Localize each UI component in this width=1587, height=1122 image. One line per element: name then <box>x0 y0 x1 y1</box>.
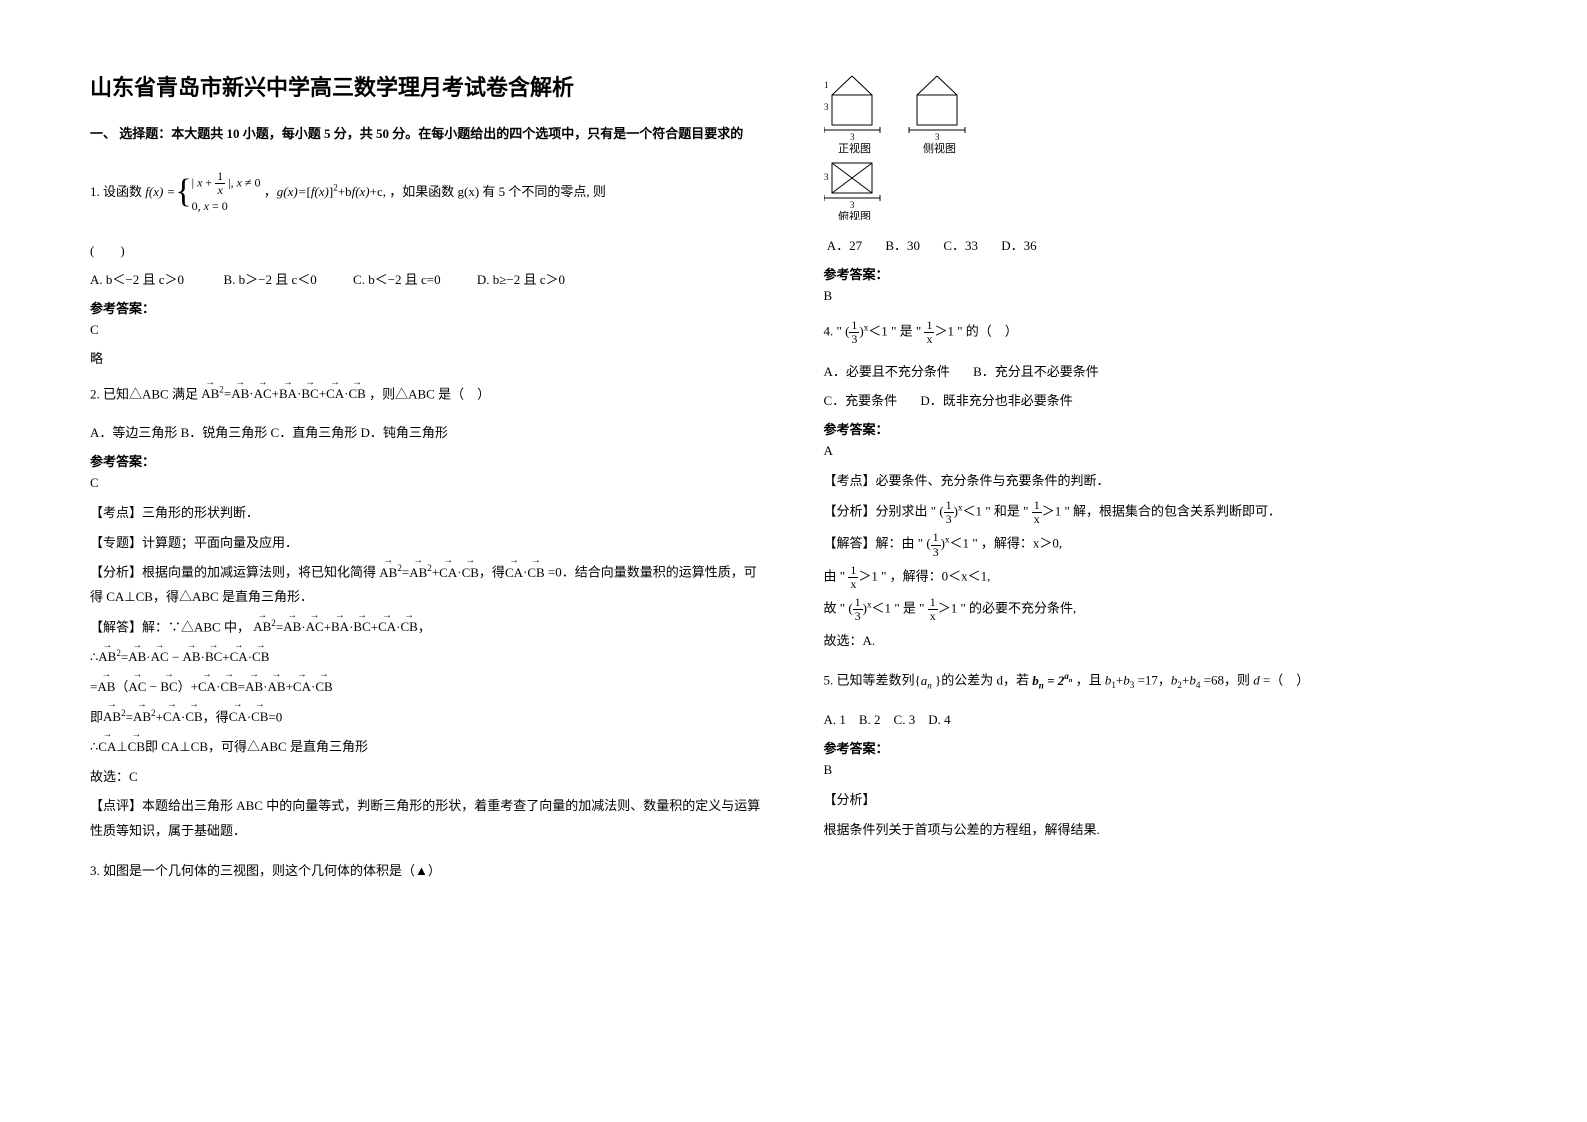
question-2: 2. 已知△ABC 满足 AB2=AB·AC+BA·BC+CA·CB ，则△AB… <box>90 382 764 407</box>
q2-tail: ，则△ABC 是（ ） <box>369 386 490 401</box>
q4-jd2a: 由 " <box>824 568 846 583</box>
q4-opt-c: C．充要条件 <box>824 393 901 408</box>
q1-note: 略 <box>90 348 764 367</box>
svg-text:3: 3 <box>824 172 829 182</box>
q2-ans-label: 参考答案： <box>90 451 764 470</box>
q1-ans: C <box>90 322 764 338</box>
question-5: 5. 已知等差数列{an }的公差为 d，若 bn = 2an ，且 b1+b3… <box>824 668 1498 694</box>
q2-stem: 2. 已知△ABC 满足 <box>90 386 198 401</box>
q1-gx: ，g(x)=[f(x)]2+bf(x)+c, <box>264 184 390 199</box>
q4-jd2: 由 " 1x＞1 " ，解得：0＜x＜1, <box>824 564 1498 591</box>
q4-opts-line1: A．必要且不充分条件 B．充分且不必要条件 <box>824 361 1498 380</box>
q3-options: A．27 B．30 C．33 D．36 <box>824 235 1498 254</box>
q4-jd3a: 故 " <box>824 601 846 616</box>
q4-jd2b: " ，解得：0＜x＜1, <box>881 568 990 583</box>
svg-text:1: 1 <box>824 80 829 90</box>
q2-jd7: 故选：C <box>90 765 764 790</box>
q4-mid: " 是 " <box>891 324 921 339</box>
q5-ans: B <box>824 762 1498 778</box>
q4-kd: 【考点】必要条件、充分条件与充要条件的判断． <box>824 469 1498 494</box>
q4-fx: 【分析】分别求出 " (13)x＜1 " 和是 " 1x＞1 " 解，根据集合的… <box>824 499 1498 526</box>
q4-fx1: 【分析】分别求出 " <box>824 504 937 519</box>
q4-ans-label: 参考答案： <box>824 419 1498 438</box>
question-4: 4. " (13)x＜1 " 是 " 1x＞1 " 的（ ） <box>824 319 1498 346</box>
q5-s5: =68，则 <box>1204 673 1254 688</box>
q2-jd5: ∴CA⊥CB即 CA⊥CB，可得△ABC 是直角三角形 <box>90 735 764 760</box>
svg-text:3: 3 <box>850 200 855 210</box>
q2-opts: A．等边三角形 B．锐角三角形 C．直角三角形 D．钝角三角形 <box>90 422 764 441</box>
three-view-figure: 3 3 1 正视图 3 侧视图 <box>824 70 1498 220</box>
q4-jd3b: " 是 " <box>894 601 924 616</box>
section-1-head: 一、 选择题：本大题共 10 小题，每小题 5 分，共 50 分。在每小题给出的… <box>90 122 764 145</box>
q2-fx: 【分析】根据向量的加减运算法则，将已知化简得 AB2=AB2+CA·CB，得CA… <box>90 560 764 610</box>
q5-s2: }的公差为 d，若 <box>935 673 1029 688</box>
q2-jd1-text: 【解答】解：∵△ABC 中， <box>90 619 250 634</box>
q4-opt-b: B．充分且不必要条件 <box>973 364 1099 379</box>
q2-expr: AB2=AB·AC+BA·BC+CA·CB <box>201 386 366 401</box>
q5-s6: =（ ） <box>1263 673 1309 688</box>
q4-opts-line2: C．充要条件 D．既非充分也非必要条件 <box>824 390 1498 409</box>
q3-opt-a: A．27 <box>827 238 862 253</box>
q1-opt-b: B. b＞−2 且 c＜0 <box>224 272 317 287</box>
q3-ans-label: 参考答案： <box>824 264 1498 283</box>
q4-jd1a: 【解答】解：由 " <box>824 536 924 551</box>
q3-opt-d: D．36 <box>1001 238 1036 253</box>
q5-s3: ，且 <box>1076 673 1105 688</box>
q5-opts: A. 1 B. 2 C. 3 D. 4 <box>824 709 1498 728</box>
q5-fx-label: 【分析】 <box>824 788 1498 813</box>
side-view-label: 侧视图 <box>923 141 956 155</box>
q1-prefix: 1. 设函数 <box>90 184 142 199</box>
question-1: 1. 设函数 f(x) = { | x + 1x |, x ≠ 0 0, x =… <box>90 160 764 225</box>
q4-fx3: " 解，根据集合的包含关系判断即可． <box>1064 504 1281 519</box>
q4-tail: " 的（ ） <box>957 324 1018 339</box>
q4-ans: A <box>824 443 1498 459</box>
q1-paren: ( ) <box>90 240 764 259</box>
question-3-stem: 3. 如图是一个几何体的三视图，则这个几何体的体积是（▲） <box>90 859 764 884</box>
q2-ans: C <box>90 475 764 491</box>
top-view-label: 俯视图 <box>838 209 871 220</box>
q1-opt-d: D. b≥−2 且 c＞0 <box>477 272 565 287</box>
q4-jd1: 【解答】解：由 " (13)x＜1 " ，解得：x＞0, <box>824 531 1498 558</box>
svg-text:3: 3 <box>850 132 855 142</box>
q4-opt-d: D．既非充分也非必要条件 <box>920 393 1072 408</box>
q5-fx-body: 根据条件列关于首项与公差的方程组，解得结果. <box>824 818 1498 843</box>
q3-ans: B <box>824 288 1498 304</box>
q3-opt-c: C．33 <box>943 238 978 253</box>
q3-opt-b: B．30 <box>885 238 920 253</box>
q4-fx2: " 和是 " <box>985 504 1028 519</box>
q2-dp: 【点评】本题给出三角形 ABC 中的向量等式，判断三角形的形状，着重考查了向量的… <box>90 794 764 843</box>
q1-fx-piecewise: f(x) = { | x + 1x |, x ≠ 0 0, x = 0 <box>145 160 260 225</box>
q2-kd: 【考点】三角形的形状判断． <box>90 501 764 526</box>
q4-prefix: 4. " <box>824 324 842 339</box>
q2-jd4: 即AB2=AB2+CA·CB，得CA·CB=0 <box>90 705 764 730</box>
q4-jd3: 故 " (13)x＜1 " 是 " 1x＞1 " 的必要不充分条件, <box>824 596 1498 623</box>
doc-title: 山东省青岛市新兴中学高三数学理月考试卷含解析 <box>90 70 764 102</box>
q5-s4: =17， <box>1138 673 1171 688</box>
three-view-svg: 3 3 1 正视图 3 侧视图 <box>824 70 984 220</box>
q4-jd3c: " 的必要不充分条件, <box>960 601 1076 616</box>
q1-options: A. b＜−2 且 c＞0 B. b＞−2 且 c＜0 C. b＜−2 且 c=… <box>90 269 764 288</box>
q1-opt-a: A. b＜−2 且 c＞0 <box>90 272 184 287</box>
q4-opt-a: A．必要且不充分条件 <box>824 364 950 379</box>
svg-text:3: 3 <box>935 132 940 142</box>
q1-ans-label: 参考答案： <box>90 298 764 317</box>
q2-jd6: 即 CA⊥CB，可得△ABC 是直角三角形 <box>145 739 368 754</box>
q1-opt-c: C. b＜−2 且 c=0 <box>353 272 441 287</box>
q4-jd4: 故选：A. <box>824 629 1498 654</box>
q2-jd2: ∴AB2=AB·AC − AB·BC+CA·CB <box>90 645 764 670</box>
q4-jd1b: " ，解得：x＞0, <box>972 536 1062 551</box>
q5-ans-label: 参考答案： <box>824 738 1498 757</box>
svg-text:3: 3 <box>824 102 829 112</box>
q2-fx-text: 【分析】根据向量的加减运算法则，将已知化简得 <box>90 565 376 580</box>
q5-s1: 5. 已知等差数列{ <box>824 673 921 688</box>
front-view-label: 正视图 <box>838 141 871 155</box>
q1-body: ，如果函数 g(x) 有 5 个不同的零点, 则 <box>389 184 606 199</box>
